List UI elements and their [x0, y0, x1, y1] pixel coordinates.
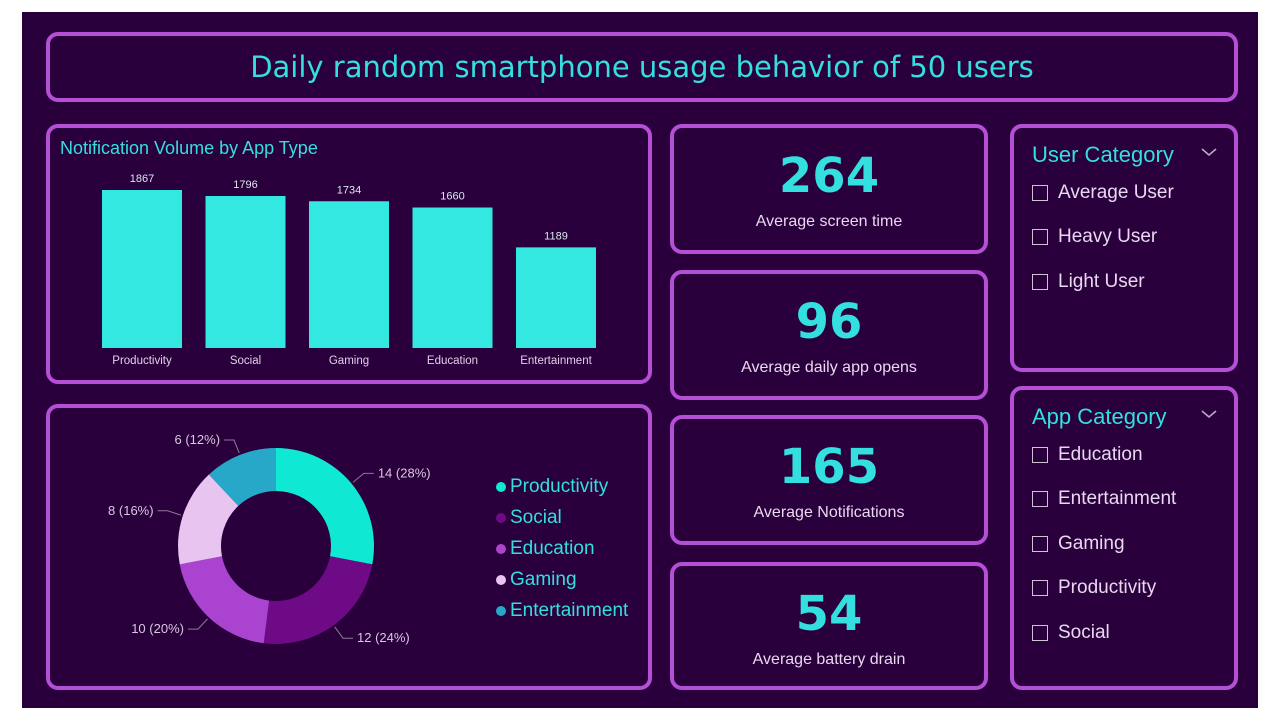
title-panel: Daily random smartphone usage behavior o…: [46, 32, 1238, 102]
donut-data-label: 12 (24%): [357, 630, 410, 645]
donut-data-label: 14 (28%): [378, 465, 431, 480]
kpi-value: 54: [795, 586, 863, 642]
slicer-item-label: Productivity: [1058, 577, 1157, 598]
slicer-title: User Category: [1032, 142, 1174, 167]
chevron-down-icon[interactable]: [1200, 146, 1218, 158]
checkbox[interactable]: [1032, 185, 1048, 201]
legend-item-entertainment[interactable]: Entertainment: [496, 600, 628, 622]
kpi-label: Average screen time: [755, 213, 903, 230]
bar-data-label: 1660: [440, 191, 464, 203]
kpi-label: Average daily app opens: [741, 359, 917, 376]
leader-line: [187, 618, 208, 630]
slicer-item-heavy-user[interactable]: Heavy User: [1032, 226, 1157, 248]
slicer-item-label: Heavy User: [1058, 226, 1158, 247]
bar-gaming[interactable]: [309, 201, 389, 348]
dashboard-title: Daily random smartphone usage behavior o…: [250, 50, 1034, 84]
slicer-item-light-user[interactable]: Light User: [1032, 271, 1145, 293]
legend-label: Social: [510, 507, 562, 528]
checkbox[interactable]: [1032, 536, 1048, 552]
kpi-card-screen-time[interactable]: 264 Average screen time: [670, 124, 988, 254]
legend-marker: [496, 513, 506, 523]
legend-marker: [496, 544, 506, 554]
checkbox[interactable]: [1032, 491, 1048, 507]
donut-slice-social[interactable]: [263, 556, 373, 644]
legend-label: Entertainment: [510, 600, 629, 621]
donut-slice-entertainment[interactable]: [208, 448, 276, 506]
slicer-item-label: Social: [1058, 622, 1110, 643]
legend-label: Gaming: [510, 569, 577, 590]
bar-category-label: Social: [230, 355, 261, 367]
kpi-value: 96: [795, 294, 863, 350]
slicer-item-education[interactable]: Education: [1032, 444, 1143, 466]
kpi-card-notifications[interactable]: 165 Average Notifications: [670, 415, 988, 545]
checkbox[interactable]: [1032, 580, 1048, 596]
bar-data-label: 1734: [337, 184, 361, 196]
legend-item-social[interactable]: Social: [496, 507, 562, 529]
donut-data-label: 8 (16%): [108, 503, 154, 518]
bar-productivity[interactable]: [102, 190, 182, 348]
bar-chart-panel[interactable]: Notification Volume by App Type 1867 Prod…: [46, 124, 652, 384]
checkbox[interactable]: [1032, 229, 1048, 245]
slicer-title: App Category: [1032, 404, 1167, 429]
donut-data-label: 6 (12%): [175, 432, 221, 447]
kpi-value: 165: [778, 439, 880, 495]
bar-category-label: Productivity: [112, 355, 172, 367]
legend-marker: [496, 482, 506, 492]
donut-data-label: 10 (20%): [131, 621, 184, 636]
bar-category-label: Gaming: [329, 355, 369, 367]
kpi-value: 264: [778, 148, 880, 204]
donut-slice-productivity[interactable]: [276, 448, 375, 565]
slicer-item-label: Average User: [1058, 182, 1174, 203]
bar-chart-title: Notification Volume by App Type: [60, 138, 318, 158]
slicer-item-label: Light User: [1058, 271, 1145, 292]
leader-line: [352, 472, 374, 483]
leader-line: [334, 626, 354, 639]
kpi-label: Average Notifications: [753, 504, 905, 521]
donut-chart-panel[interactable]: 14 (28%) 12 (24%) 10 (20%) 8 (16%) 6 (12%) P…: [46, 404, 652, 690]
slicer-item-label: Entertainment: [1058, 488, 1177, 509]
slicer-item-productivity[interactable]: Productivity: [1032, 577, 1156, 599]
user-category-slicer[interactable]: User Category Average User Heavy User Li…: [1010, 124, 1238, 372]
checkbox[interactable]: [1032, 447, 1048, 463]
legend-label: Education: [510, 538, 595, 559]
legend-marker: [496, 575, 506, 585]
bar-entertainment[interactable]: [516, 247, 596, 348]
donut-slice-gaming[interactable]: [178, 474, 239, 565]
slicer-item-average-user[interactable]: Average User: [1032, 182, 1174, 204]
kpi-card-battery-drain[interactable]: 54 Average battery drain: [670, 562, 988, 690]
bar-category-label: Education: [427, 355, 478, 367]
donut-slice-education[interactable]: [179, 556, 270, 644]
dashboard-canvas: Daily random smartphone usage behavior o…: [22, 12, 1258, 708]
slicer-item-label: Gaming: [1058, 533, 1125, 554]
bar-data-label: 1867: [130, 173, 154, 185]
bar-category-label: Entertainment: [520, 355, 592, 367]
bar-data-label: 1796: [233, 179, 257, 191]
legend-marker: [496, 606, 506, 616]
leader-line: [224, 439, 240, 454]
bar-chart: Notification Volume by App Type 1867 Prod…: [60, 138, 596, 367]
donut-chart: 14 (28%) 12 (24%) 10 (20%) 8 (16%) 6 (12%): [108, 432, 431, 645]
app-category-slicer[interactable]: App Category Education Entertainment Gam…: [1010, 386, 1238, 690]
slicer-item-entertainment[interactable]: Entertainment: [1032, 488, 1176, 510]
slicer-item-label: Education: [1058, 444, 1143, 465]
legend-label: Productivity: [510, 476, 609, 497]
kpi-label: Average battery drain: [752, 651, 906, 668]
slicer-item-gaming[interactable]: Gaming: [1032, 533, 1125, 555]
legend-item-productivity[interactable]: Productivity: [496, 476, 608, 498]
legend-item-education[interactable]: Education: [496, 538, 595, 560]
bar-data-label: 1189: [544, 230, 568, 242]
bar-social[interactable]: [205, 196, 286, 348]
bar-education[interactable]: [412, 207, 493, 348]
chevron-down-icon[interactable]: [1200, 408, 1218, 420]
checkbox[interactable]: [1032, 625, 1048, 641]
slicer-item-social[interactable]: Social: [1032, 622, 1110, 644]
legend-item-gaming[interactable]: Gaming: [496, 569, 577, 591]
leader-line: [157, 510, 182, 516]
kpi-card-app-opens[interactable]: 96 Average daily app opens: [670, 270, 988, 400]
checkbox[interactable]: [1032, 274, 1048, 290]
